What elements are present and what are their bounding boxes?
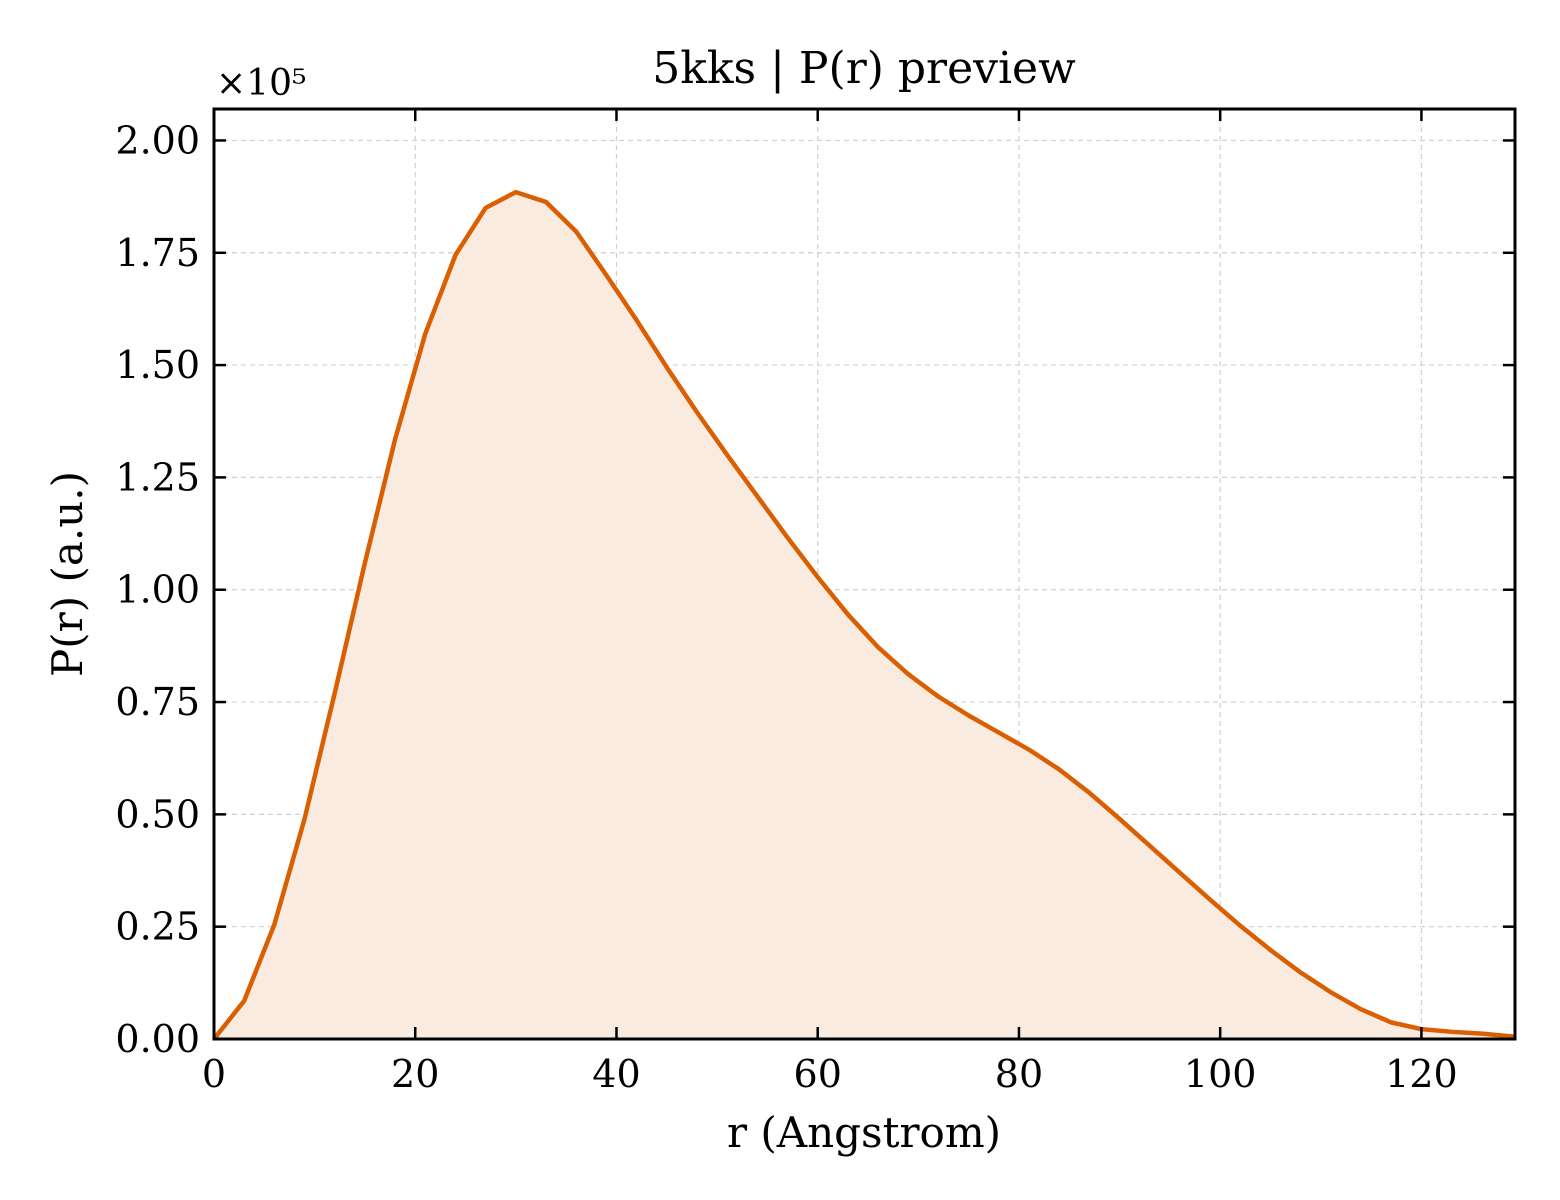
- y-tick-label: 2.00: [115, 118, 200, 162]
- x-tick-label: 60: [794, 1052, 842, 1096]
- y-multiplier: ×10⁵: [216, 63, 306, 104]
- y-tick-label: 1.50: [115, 343, 200, 387]
- x-tick-label: 40: [592, 1052, 640, 1096]
- x-axis-label: r (Angstrom): [727, 1108, 1001, 1157]
- y-tick-label: 1.25: [115, 455, 200, 499]
- ticks: 0 20 40 60 80 100 120 0.00 0.25 0.50 0.75 1.00 1.25 1…: [115, 109, 1515, 1096]
- y-tick-label: 0.75: [115, 680, 200, 724]
- x-tick-label: 0: [202, 1052, 226, 1096]
- y-tick-label: 0.50: [115, 792, 200, 836]
- x-tick-label: 120: [1385, 1052, 1458, 1096]
- y-tick-label: 0.00: [115, 1017, 200, 1061]
- chart-title: 5kks | P(r) preview: [652, 43, 1076, 94]
- y-tick-label: 1.00: [115, 568, 200, 612]
- plot-frame: [212, 107, 1517, 1041]
- y-axis-label: P(r) (a.u.): [43, 471, 92, 677]
- y-tick-label: 0.25: [115, 905, 200, 949]
- x-tick-label: 100: [1184, 1052, 1257, 1096]
- x-tick-label: 20: [391, 1052, 439, 1096]
- x-tick-label: 80: [995, 1052, 1043, 1096]
- data-line: [212, 189, 1516, 1041]
- y-tick-label: 1.75: [115, 231, 200, 275]
- area-fill: [214, 192, 1515, 1039]
